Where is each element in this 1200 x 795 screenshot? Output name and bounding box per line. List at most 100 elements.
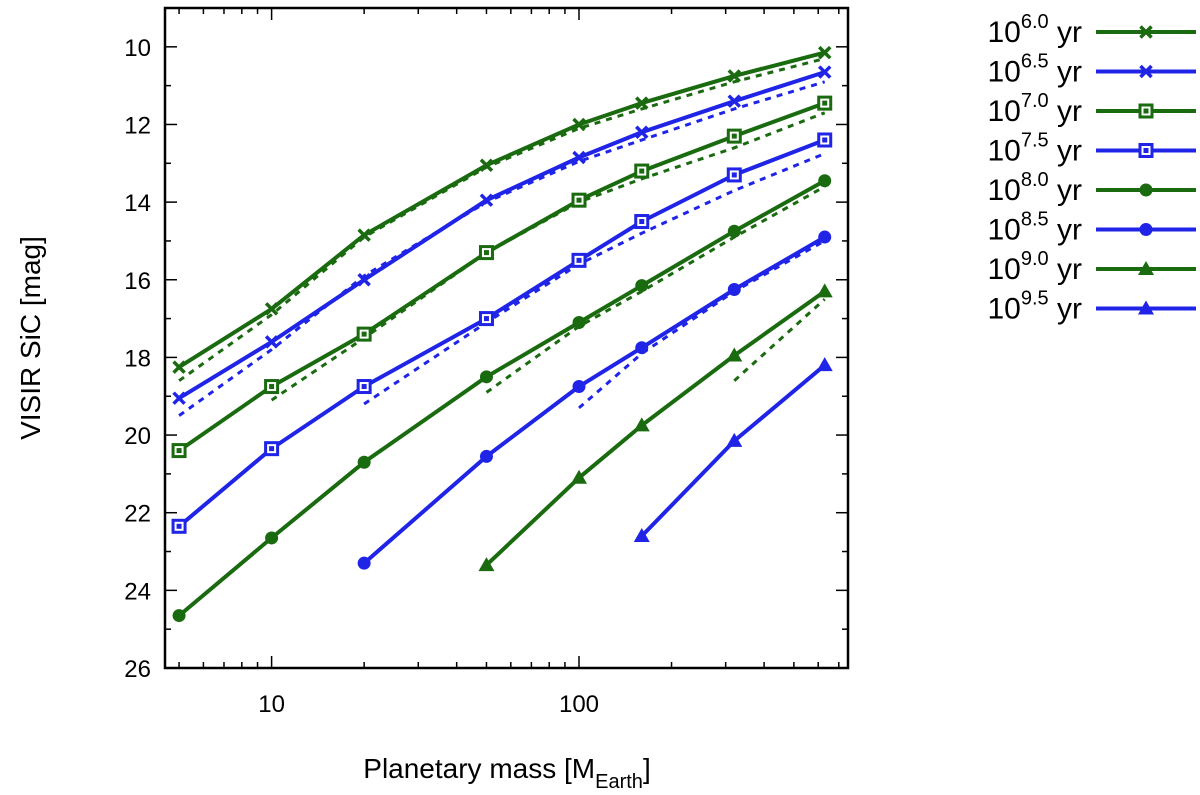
data-point [633, 528, 650, 542]
data-point [478, 245, 494, 261]
series-line [178, 50, 826, 369]
data-point [572, 117, 586, 132]
legend-marker [1138, 143, 1154, 158]
data-point [817, 45, 832, 60]
data-point [727, 94, 742, 108]
data-point [357, 455, 371, 469]
data-point [726, 347, 743, 362]
y-tick-label: 22 [124, 501, 151, 528]
data-point [571, 469, 588, 484]
data-point [726, 128, 742, 144]
data-point [356, 326, 372, 342]
dashed-line-3 [363, 152, 826, 406]
series-7.5 [171, 132, 833, 534]
series-6.5 [172, 65, 832, 405]
data-point [634, 214, 650, 230]
data-point [635, 125, 649, 139]
y-tick-label: 20 [124, 423, 151, 450]
data-point [726, 432, 743, 447]
data-point [171, 443, 187, 459]
legend-label: 109.0 yr [987, 248, 1082, 286]
data-point [817, 65, 832, 79]
data-point [265, 531, 279, 545]
y-tick-label: 16 [124, 268, 151, 295]
series-8.5 [357, 230, 832, 570]
y-tick-label: 12 [124, 112, 151, 139]
data-point [572, 315, 586, 329]
plot-frame [163, 6, 850, 670]
data-point [478, 311, 494, 327]
data-point [357, 228, 371, 242]
data-point [264, 379, 280, 395]
data-point [817, 132, 833, 148]
y-tick-label: 10 [124, 35, 151, 62]
series-6.0 [172, 45, 832, 374]
data-point [264, 441, 280, 457]
data-point [635, 341, 649, 355]
data-point [478, 557, 495, 572]
y-tick-labels: 10 12 14 16 18 20 22 24 26 [124, 35, 151, 683]
dashed-lines [178, 57, 826, 417]
series-8.0 [172, 174, 832, 623]
legend-label: 106.0 yr [987, 11, 1082, 49]
series-line [362, 235, 826, 565]
legend-item: 106.0 yr [987, 11, 1196, 49]
legend-marker [1139, 183, 1153, 197]
data-point [635, 96, 649, 110]
x-tick-label: 100 [559, 691, 599, 718]
series-line [177, 179, 826, 618]
series-line [177, 138, 826, 528]
data-point [727, 69, 742, 83]
y-axis-label: VISIR SiC [mag] [15, 236, 46, 440]
data-point [172, 391, 186, 405]
y-tick-label: 18 [124, 345, 151, 372]
legend-marker [1139, 64, 1153, 79]
legend-item: 109.5 yr [987, 288, 1196, 326]
legend-marker [1138, 261, 1154, 275]
data-point [479, 158, 494, 172]
data-point [633, 417, 650, 432]
y-tick-label: 14 [124, 190, 151, 217]
data-point [634, 163, 650, 179]
data-point [479, 370, 493, 384]
x-axis-label: Planetary mass [MEarth] [363, 753, 650, 793]
legend-label: 108.0 yr [987, 169, 1082, 207]
data-point [171, 518, 187, 534]
data-point [571, 252, 587, 268]
legend-marker [1138, 300, 1154, 315]
data-point [479, 193, 494, 207]
data-point [818, 230, 832, 244]
legend-marker [1138, 103, 1154, 119]
dashed-line-1 [178, 80, 826, 417]
y-tick-label: 26 [124, 656, 151, 683]
data-point [572, 380, 586, 394]
legend-label: 109.5 yr [987, 288, 1082, 326]
series-line [640, 363, 826, 538]
legend-item: 108.0 yr [987, 169, 1196, 207]
data-point [817, 95, 833, 111]
data-point [264, 302, 279, 316]
data-point [172, 360, 186, 374]
x-tick-label: 10 [258, 691, 285, 718]
series-9.5 [633, 357, 833, 542]
series-line [177, 101, 826, 453]
data-point [816, 357, 833, 372]
legend-label: 106.5 yr [987, 51, 1082, 89]
data-point [726, 167, 742, 183]
data-point [727, 224, 741, 238]
data-point [264, 335, 279, 349]
dashed-line-0 [178, 57, 826, 382]
data-point [479, 449, 493, 463]
legend-marker [1139, 223, 1153, 236]
data-point [571, 192, 587, 208]
dashed-line-2 [270, 111, 826, 402]
data-point [635, 279, 649, 293]
x-tick-labels: 10 100 [258, 691, 599, 718]
series-9.0 [478, 283, 833, 572]
data-point [357, 556, 371, 570]
dashed-line-6 [733, 298, 826, 382]
series-lines [171, 45, 833, 623]
legend-item: 106.5 yr [987, 51, 1196, 89]
